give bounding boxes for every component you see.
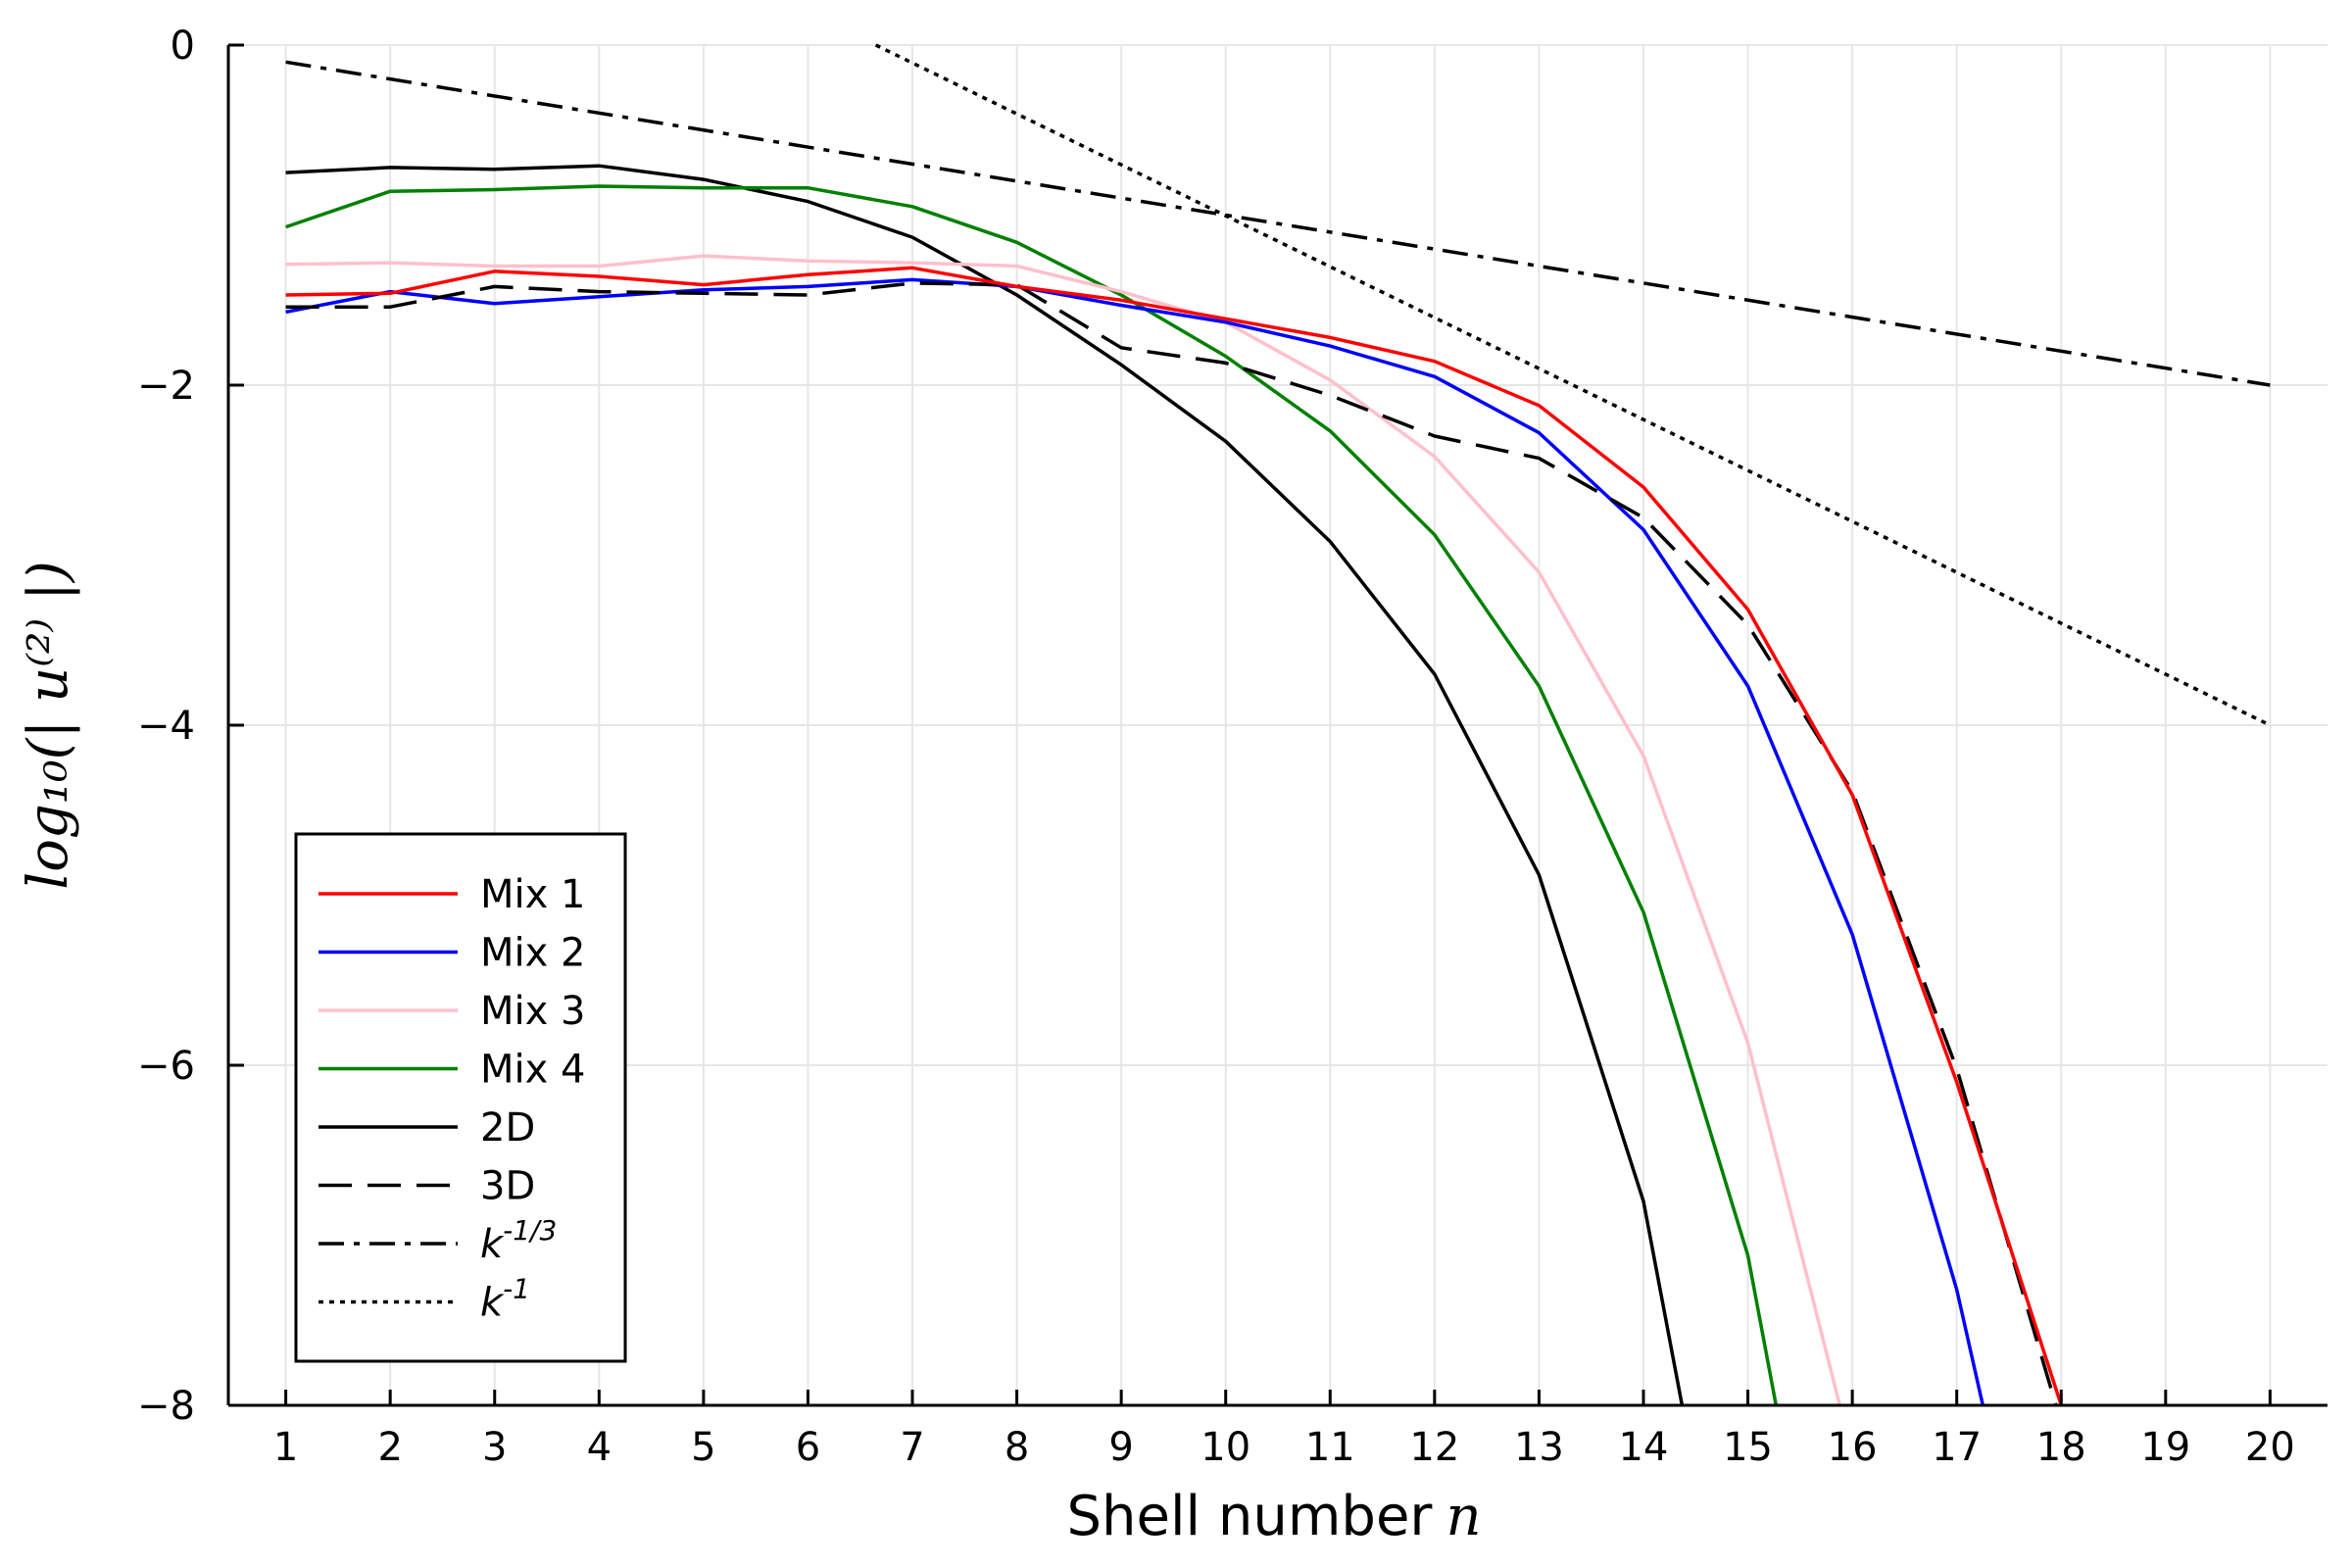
x-tick-label: 2 (377, 1425, 402, 1470)
y-tick-label: 0 (171, 24, 195, 69)
legend-label: k-1/3 (480, 1214, 557, 1267)
series-line-6 (285, 281, 2058, 1406)
y-tick-label: −2 (137, 364, 195, 409)
x-tick-label: 19 (2140, 1425, 2190, 1470)
x-axis-title: Shell number n (1066, 1485, 1481, 1548)
series-layer (285, 43, 2272, 1406)
x-tick-label: 17 (1932, 1425, 1982, 1470)
x-tick-label: 8 (1004, 1425, 1029, 1470)
y-tick-label: −4 (137, 704, 195, 749)
legend-box (294, 832, 627, 1363)
x-tick-label: 20 (2245, 1425, 2295, 1470)
y-tick-label: −8 (137, 1384, 195, 1429)
legend-label: k-1 (480, 1273, 530, 1326)
x-tick-label: 5 (691, 1425, 715, 1470)
series-line-4 (285, 184, 1779, 1406)
x-tick-label: 14 (1619, 1425, 1669, 1470)
series-line-1 (285, 266, 2063, 1406)
ticks: 1 2 3 4 5 6 7 8 9 10 11 12 13 14 15 16 17 18 19 200−2−4−6−8 (137, 24, 2295, 1470)
x-tick-label: 10 (1200, 1425, 1250, 1470)
x-tick-label: 3 (482, 1425, 507, 1470)
x-tick-label: 4 (587, 1425, 612, 1470)
x-tick-label: 16 (1828, 1425, 1878, 1470)
x-tick-label: 6 (796, 1425, 820, 1470)
legend-label: Mix 2 (480, 931, 585, 976)
legend-label: 3D (480, 1164, 535, 1209)
series-line-5 (285, 164, 1685, 1406)
legend-label: Mix 3 (480, 989, 585, 1034)
x-tick-label: 7 (900, 1425, 924, 1470)
series-line-3 (285, 254, 1841, 1406)
series-line-7 (285, 60, 2271, 387)
x-tick-label: 9 (1108, 1425, 1133, 1470)
x-tick-label: 1 (273, 1425, 298, 1470)
x-axis-title-symbol: n (1446, 1485, 1481, 1548)
x-tick-label: 18 (2036, 1425, 2086, 1470)
x-tick-label: 12 (1409, 1425, 1459, 1470)
x-tick-label: 13 (1514, 1425, 1564, 1470)
x-tick-label: 15 (1723, 1425, 1773, 1470)
x-tick-label: 11 (1305, 1425, 1355, 1470)
legend-label: 2D (480, 1105, 535, 1151)
x-axis-title-text: Shell number (1066, 1485, 1433, 1548)
legend: Mix 1 Mix 2 Mix 3 Mix 4 2D 3D k-1/3 k-1 (294, 832, 627, 1363)
y-tick-label: −6 (137, 1044, 195, 1089)
legend-items: Mix 1 Mix 2 Mix 3 Mix 4 2D 3D k-1/3 k-1 (318, 872, 585, 1326)
y-axis-title: log₁₀(| u⁽²⁾ |) (17, 561, 80, 889)
legend-label: Mix 1 (480, 872, 585, 917)
legend-label: Mix 4 (480, 1048, 585, 1093)
series-line-2 (285, 277, 1985, 1406)
